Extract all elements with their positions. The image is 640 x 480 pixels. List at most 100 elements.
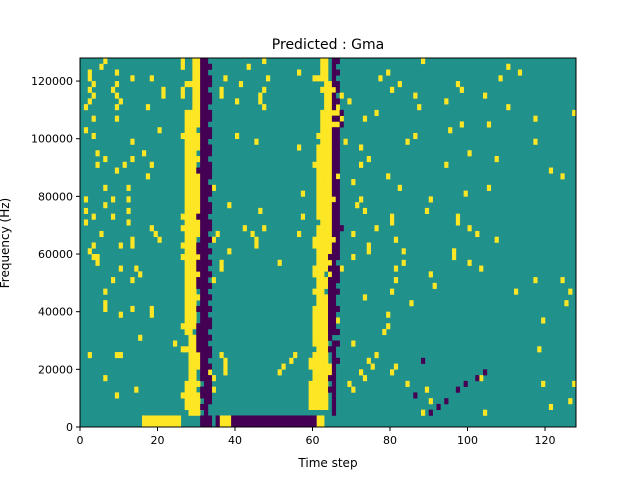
heatmap-cell-high (320, 167, 325, 174)
heatmap-cell-high (324, 81, 329, 88)
heatmap-cell-high (192, 288, 197, 295)
heatmap-cell-high (312, 334, 317, 341)
heatmap-cell-high (316, 415, 321, 422)
heatmap-cell-low (204, 161, 209, 168)
heatmap-cell-high (316, 259, 321, 266)
heatmap-cell-high (111, 277, 116, 284)
heatmap-cell-high (328, 109, 333, 116)
heatmap-cell-low (204, 352, 209, 359)
heatmap-cell-high (374, 109, 379, 116)
heatmap-cell-low (328, 334, 333, 341)
heatmap-cell-low (200, 328, 205, 336)
heatmap-cell-high (188, 288, 193, 295)
heatmap-cell-high (238, 81, 244, 88)
heatmap-cell-high (161, 86, 166, 93)
heatmap-cell-high (316, 132, 321, 140)
heatmap-cell-high (192, 138, 197, 145)
heatmap-cell-high (211, 386, 216, 393)
heatmap-cell-high (153, 230, 158, 238)
heatmap-cell-high (483, 409, 488, 416)
heatmap-cell-low (250, 415, 255, 422)
heatmap-cell-high (390, 213, 395, 220)
heatmap-cell-high (138, 271, 143, 278)
heatmap-cell-high (366, 156, 371, 163)
heatmap-cell-low (331, 386, 337, 393)
heatmap-cell-low (207, 98, 213, 105)
heatmap-cell-high (95, 150, 100, 157)
heatmap-cell-high (351, 340, 356, 347)
heatmap-cell-high (316, 352, 321, 359)
heatmap-cell-high (324, 225, 329, 232)
heatmap-cell-high (192, 184, 197, 191)
heatmap-cell-low (204, 230, 209, 238)
heatmap-cell-low (331, 150, 337, 157)
heatmap-cell-high (192, 75, 197, 82)
heatmap-cell-low (200, 132, 205, 140)
heatmap-cell-high (188, 202, 193, 209)
heatmap-cell-high (188, 386, 193, 393)
heatmap-cell-low (335, 248, 340, 255)
heatmap-cell-low (204, 179, 209, 186)
heatmap-cell-high (324, 403, 329, 411)
heatmap-cell-high (219, 421, 224, 428)
heatmap-cell-high (324, 144, 329, 151)
heatmap-cell-high (192, 69, 197, 76)
heatmap-cell-low (204, 248, 209, 255)
heatmap-cell-high (196, 75, 201, 82)
heatmap-cell-high (328, 98, 333, 105)
heatmap-cell-high (316, 421, 321, 428)
heatmap-cell-low (331, 294, 337, 301)
heatmap-cell-high (227, 415, 232, 422)
heatmap-cell-high (568, 288, 573, 295)
heatmap-cell-high (188, 219, 193, 226)
heatmap-cell-low (200, 92, 205, 99)
heatmap-cell-high (393, 363, 399, 370)
heatmap-cell-high (320, 236, 325, 243)
heatmap-cell-high (393, 265, 399, 272)
heatmap-cell-low (204, 415, 209, 422)
heatmap-cell-high (184, 392, 189, 399)
heatmap-cell-high (192, 98, 197, 105)
heatmap-cell-high (339, 115, 344, 122)
heatmap-cell-low (200, 242, 205, 249)
heatmap-cell-high (324, 294, 329, 301)
heatmap-cell-high (362, 294, 368, 301)
heatmap-cell-low (204, 300, 209, 307)
heatmap-cell-low (207, 294, 213, 301)
heatmap-cell-high (498, 75, 503, 82)
heatmap-cell-high (192, 323, 197, 330)
heatmap-cell-high (517, 69, 523, 76)
heatmap-cell-high (320, 207, 325, 214)
heatmap-cell-high (320, 190, 325, 197)
heatmap-cell-high (196, 219, 201, 226)
heatmap-cell-high (339, 265, 344, 272)
heatmap-cell-high (386, 69, 391, 76)
heatmap-cell-high (277, 259, 282, 266)
heatmap-cell-high (188, 259, 193, 266)
heatmap-cell-high (192, 132, 197, 140)
heatmap-cell-high (324, 375, 329, 382)
heatmap-cell-high (541, 317, 546, 324)
heatmap-cell-high (188, 248, 193, 255)
heatmap-cell-high (324, 254, 329, 261)
heatmap-cell-high (153, 415, 158, 422)
heatmap-cell-high (192, 352, 197, 359)
heatmap-cell-high (254, 242, 259, 249)
heatmap-cell-low (335, 254, 340, 261)
heatmap-cell-high (316, 225, 321, 232)
heatmap-cell-low (200, 340, 205, 347)
heatmap-cell-low (204, 127, 209, 134)
heatmap-cell-high (316, 375, 321, 382)
heatmap-cell-high (188, 277, 193, 284)
heatmap-cell-high (424, 386, 430, 393)
x-axis-label: Time step (297, 456, 357, 470)
heatmap-cell-high (157, 236, 162, 243)
heatmap-cell-low (328, 317, 333, 324)
heatmap-cell-high (184, 236, 189, 243)
heatmap-cell-high (312, 380, 317, 387)
heatmap-cell-high (188, 328, 193, 336)
heatmap-cell-low (207, 271, 213, 278)
heatmap-cell-high (320, 121, 325, 128)
heatmap-cell-high (184, 207, 189, 214)
heatmap-cell-low (335, 115, 340, 122)
